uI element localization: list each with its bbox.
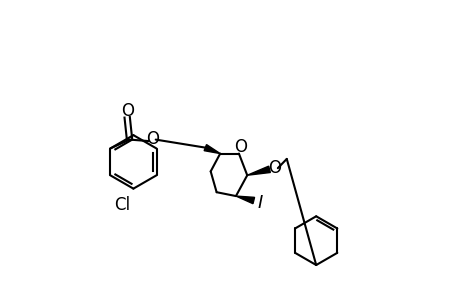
Polygon shape <box>246 166 270 175</box>
Text: O: O <box>233 138 246 156</box>
Polygon shape <box>235 196 254 204</box>
Text: O: O <box>120 102 134 120</box>
Text: I: I <box>257 194 263 212</box>
Text: O: O <box>146 130 159 148</box>
Text: O: O <box>268 159 281 177</box>
Polygon shape <box>204 145 220 154</box>
Text: Cl: Cl <box>114 196 130 214</box>
